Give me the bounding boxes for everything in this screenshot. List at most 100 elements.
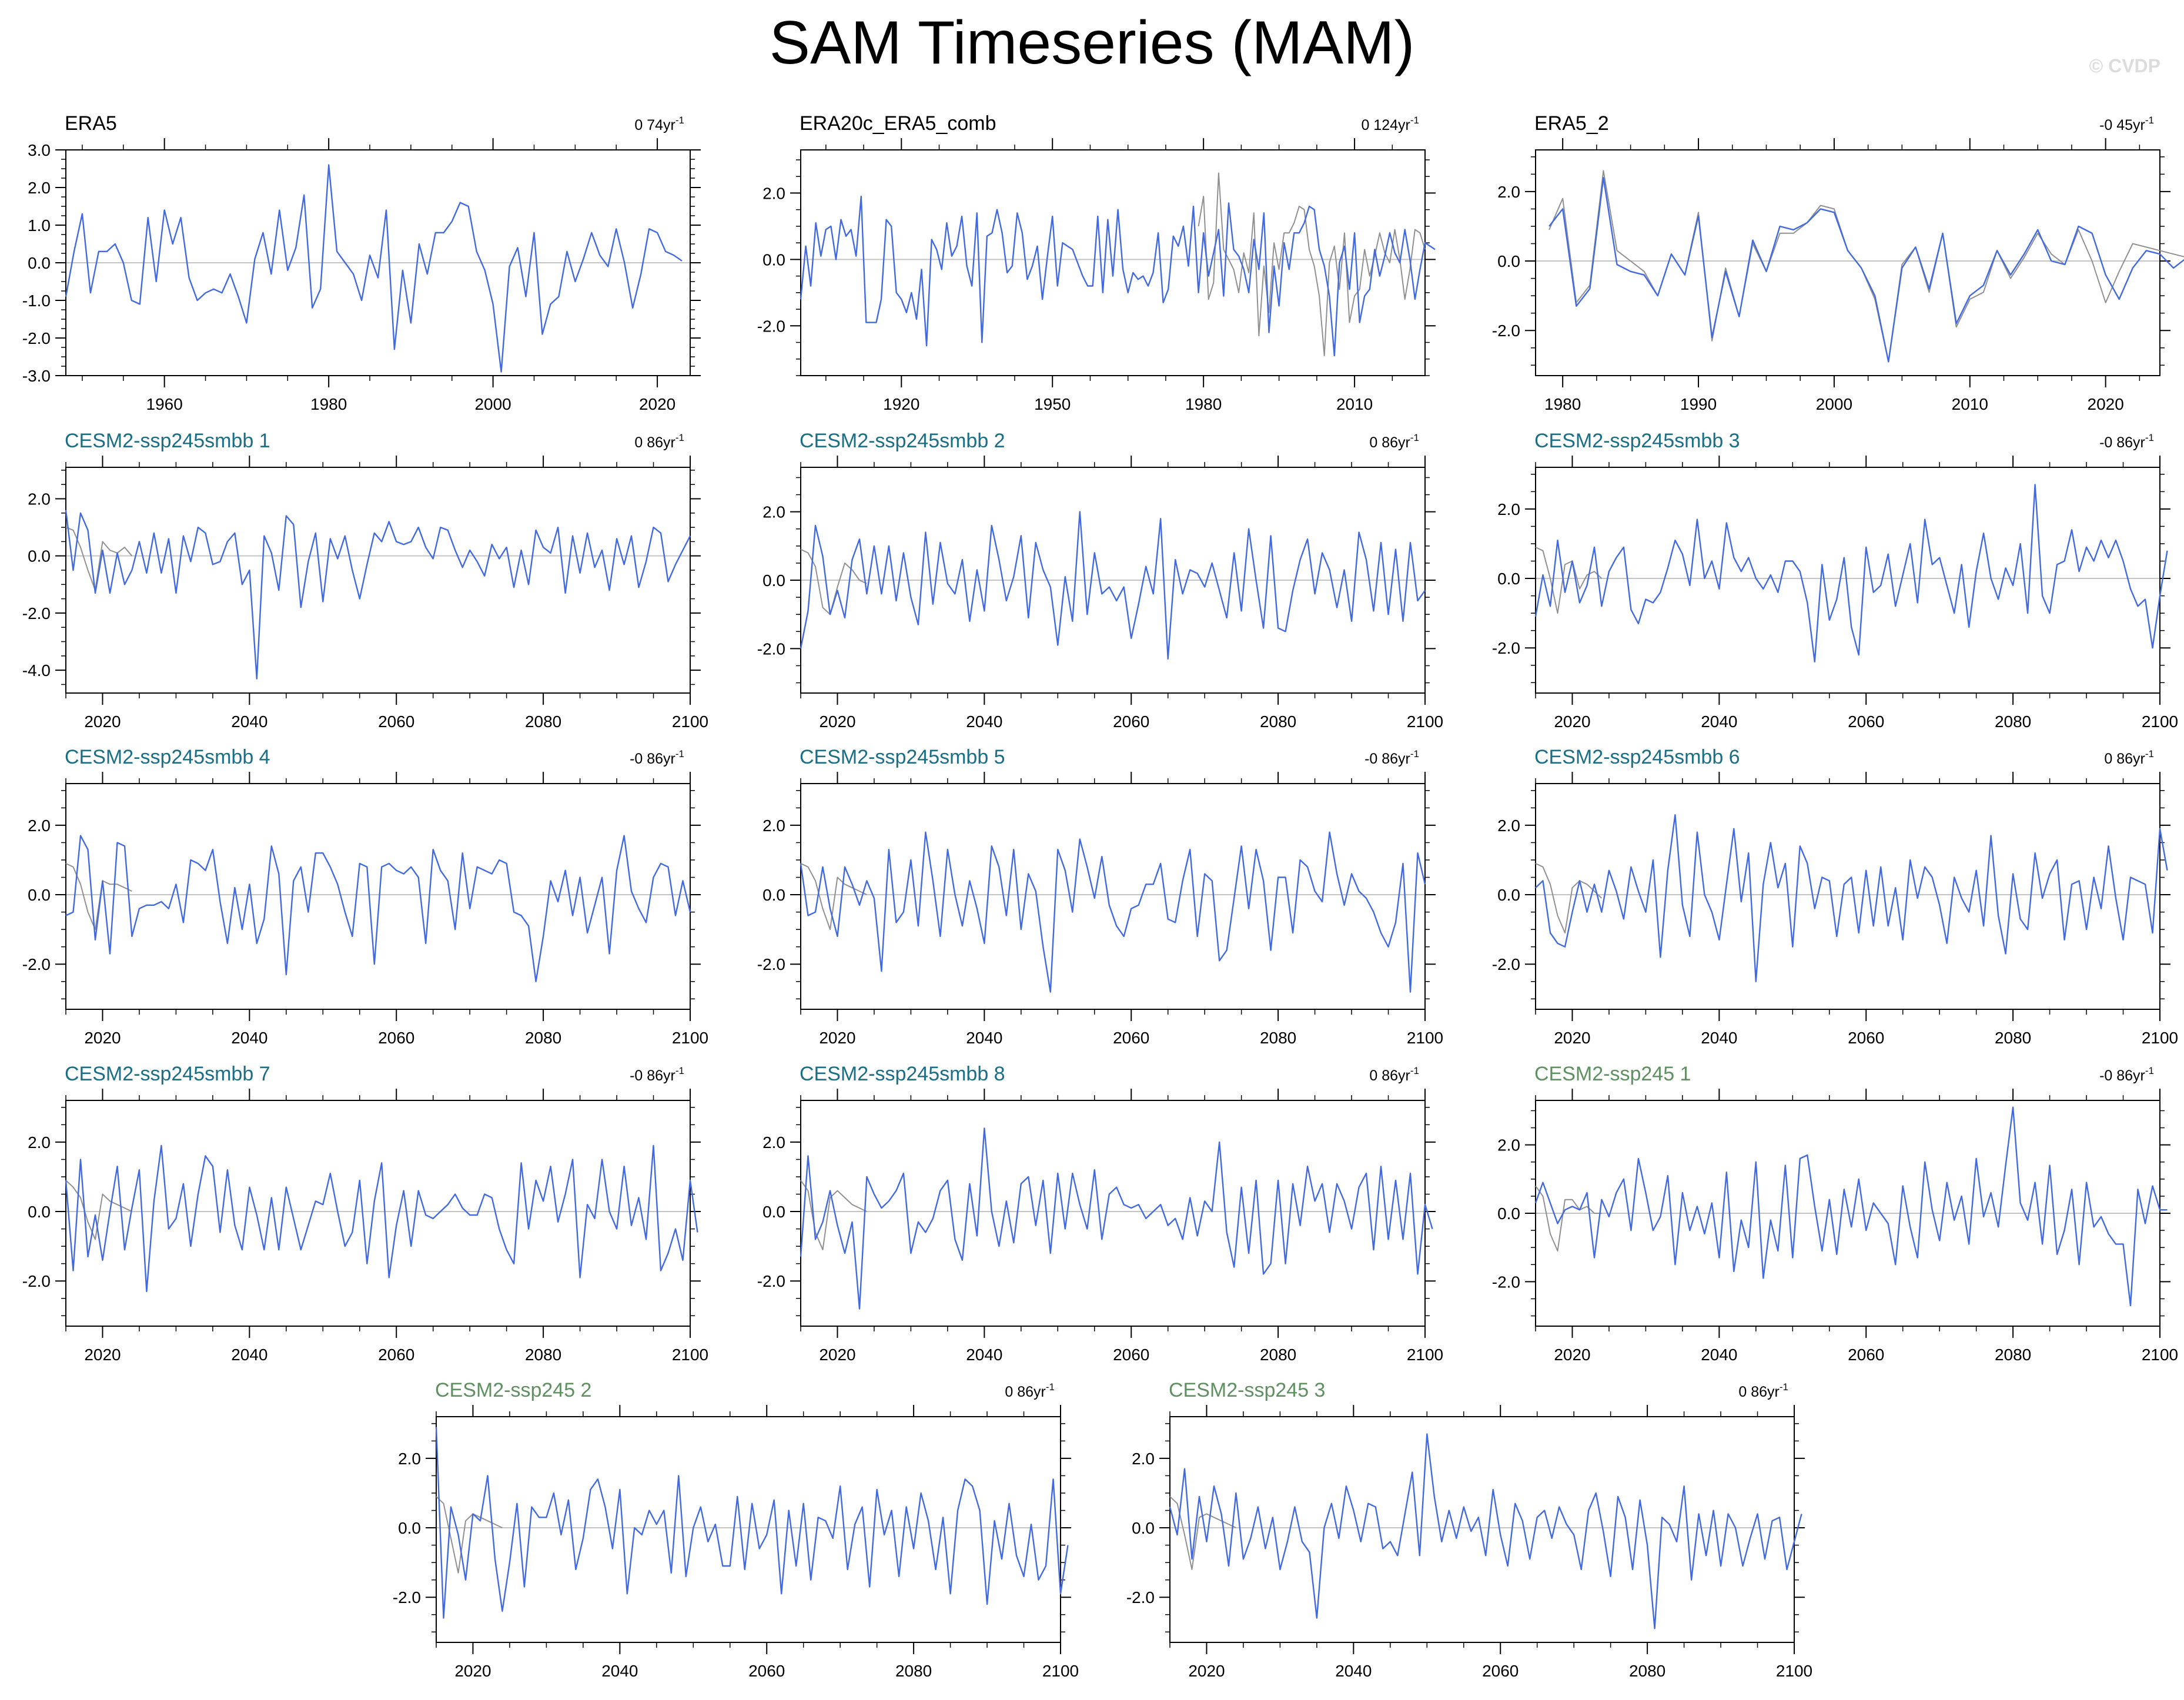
x-tick-label: 2100 [672, 1346, 708, 1364]
x-tick-label: 2100 [2142, 712, 2178, 731]
x-tick-label: 2060 [1848, 1346, 1884, 1364]
panel-4: CESM2-ssp245smbb 1 0 86yr-1 2.0 0.0 -2.0 -4.0… [22, 430, 708, 731]
overlay-series-line [1535, 546, 1603, 614]
x-tick-label: 2020 [1188, 1662, 1225, 1680]
x-tick-label: 2040 [231, 1029, 267, 1047]
x-tick-label: 2100 [1042, 1662, 1079, 1680]
series-line [1169, 1433, 1802, 1629]
panel-12: CESM2-ssp245 1 -0 86yr-1 2.0 0.0 -2.0 2020 204… [1492, 1063, 2178, 1364]
panel-title: ERA20c_ERA5_comb [800, 112, 996, 135]
y-tick-label: 0.0 [762, 886, 785, 904]
x-tick-label: 2040 [231, 1346, 267, 1364]
trend-value: -0 86yr [630, 751, 675, 767]
y-tick-label: -2.0 [1126, 1588, 1155, 1607]
panel-9: CESM2-ssp245smbb 6 0 86yr-1 2.0 0.0 -2.0 2020… [1492, 746, 2178, 1047]
y-tick-label: -1.0 [22, 292, 51, 310]
x-tick-label: 1980 [1185, 395, 1222, 413]
x-tick-label: 2100 [672, 1029, 708, 1047]
x-tick-label: 1980 [1544, 395, 1581, 413]
y-tick-label: -2.0 [1492, 955, 1520, 973]
x-tick-label: 2060 [748, 1662, 785, 1680]
series-line [65, 164, 683, 373]
x-tick-label: 2060 [1482, 1662, 1519, 1680]
y-tick-label: 0.0 [28, 254, 51, 272]
trend-value: -0 86yr [2099, 1067, 2145, 1084]
series-line [435, 1427, 1069, 1619]
x-tick-label: 2020 [84, 1029, 121, 1047]
cvdp-credit: © CVDP [2089, 55, 2160, 76]
x-tick-label: 2040 [1701, 712, 1737, 731]
x-tick-label: 2040 [231, 712, 267, 731]
trend-label: 0 86yr-1 [1369, 432, 1419, 451]
series-line [1548, 177, 2184, 363]
panel-3: ERA5_2 -0 45yr-1 2.0 0.0 -2.0 1980 1990 2000 201… [1492, 112, 2184, 413]
panel-6: CESM2-ssp245smbb 3 -0 86yr-1 2.0 0.0 -2.0 202… [1492, 430, 2178, 731]
series-line [1534, 1106, 2168, 1307]
overlay-series-line [800, 1180, 867, 1250]
x-tick-label: 2100 [672, 712, 708, 731]
y-tick-label: 0.0 [1497, 252, 1520, 270]
y-tick-label: 2.0 [28, 490, 51, 508]
x-tick-label: 2080 [1260, 1346, 1296, 1364]
x-tick-label: 2100 [1407, 1346, 1443, 1364]
trend-exponent: -1 [1046, 1381, 1055, 1393]
x-tick-label: 2080 [1995, 1346, 2031, 1364]
y-tick-label: -2.0 [22, 604, 51, 623]
x-tick-label: 2040 [966, 1346, 1002, 1364]
x-tick-label: 2010 [1952, 395, 1988, 413]
trend-label: 0 86yr-1 [1738, 1381, 1788, 1400]
y-tick-label: 2.0 [1497, 500, 1520, 518]
x-tick-label: 2060 [1113, 1346, 1149, 1364]
trend-label: 0 86yr-1 [634, 432, 684, 451]
x-tick-label: 2080 [1260, 712, 1296, 731]
trend-exponent: -1 [2145, 432, 2154, 443]
trend-label: 0 124yr-1 [1361, 115, 1419, 133]
y-tick-label: 2.0 [1497, 1136, 1520, 1154]
x-tick-label: 2020 [84, 712, 121, 731]
y-tick-label: -2.0 [757, 317, 785, 335]
x-tick-label: 2040 [601, 1662, 638, 1680]
trend-value: -0 45yr [2099, 117, 2145, 133]
plot-frame [65, 1100, 691, 1327]
trend-value: 0 86yr [1369, 1067, 1410, 1084]
x-tick-label: 2020 [1554, 712, 1590, 731]
panel-title: ERA5 [65, 112, 117, 135]
x-tick-label: 2020 [84, 1346, 121, 1364]
plot-frame [1169, 1416, 1795, 1643]
x-tick-label: 2080 [895, 1662, 932, 1680]
panel-title: CESM2-ssp245smbb 8 [800, 1063, 1005, 1085]
x-tick-label: 2080 [525, 712, 561, 731]
x-tick-label: 1990 [1680, 395, 1717, 413]
trend-exponent: -1 [675, 1065, 684, 1076]
panel-8: CESM2-ssp245smbb 5 -0 86yr-1 2.0 0.0 -2.0 202… [757, 746, 1443, 1047]
series-line [800, 195, 1436, 357]
overlay-series-line [1535, 1185, 1602, 1251]
trend-exponent: -1 [1410, 432, 1419, 443]
x-tick-label: 2060 [1113, 712, 1149, 731]
panel-title: CESM2-ssp245smbb 5 [800, 746, 1005, 768]
y-tick-label: 2.0 [28, 179, 51, 197]
trend-value: 0 86yr [1738, 1384, 1779, 1400]
panel-title: CESM2-ssp245smbb 1 [65, 430, 270, 452]
x-tick-label: 2040 [966, 1029, 1002, 1047]
x-tick-label: 2100 [1407, 712, 1443, 731]
trend-label: -0 86yr-1 [2099, 432, 2154, 451]
panel-title: CESM2-ssp245 3 [1169, 1379, 1325, 1401]
plot-frame [800, 149, 1426, 376]
x-tick-label: 2000 [1816, 395, 1852, 413]
series-line [800, 831, 1426, 993]
y-tick-label: 0.0 [762, 571, 785, 590]
series-line [65, 510, 691, 680]
trend-label: 0 86yr-1 [1005, 1381, 1055, 1400]
figure-title: SAM Timeseries (MAM) [769, 9, 1415, 77]
y-tick-label: 0.0 [28, 886, 51, 904]
panel-title: CESM2-ssp245smbb 7 [65, 1063, 270, 1085]
trend-exponent: -1 [1410, 115, 1419, 126]
trend-exponent: -1 [1410, 748, 1419, 759]
x-tick-label: 2060 [1848, 1029, 1884, 1047]
y-tick-label: 2.0 [762, 184, 785, 202]
y-tick-label: 2.0 [1497, 816, 1520, 835]
y-tick-label: -2.0 [1492, 322, 1520, 340]
trend-value: 0 86yr [634, 434, 675, 451]
trend-value: 0 86yr [1005, 1384, 1045, 1400]
